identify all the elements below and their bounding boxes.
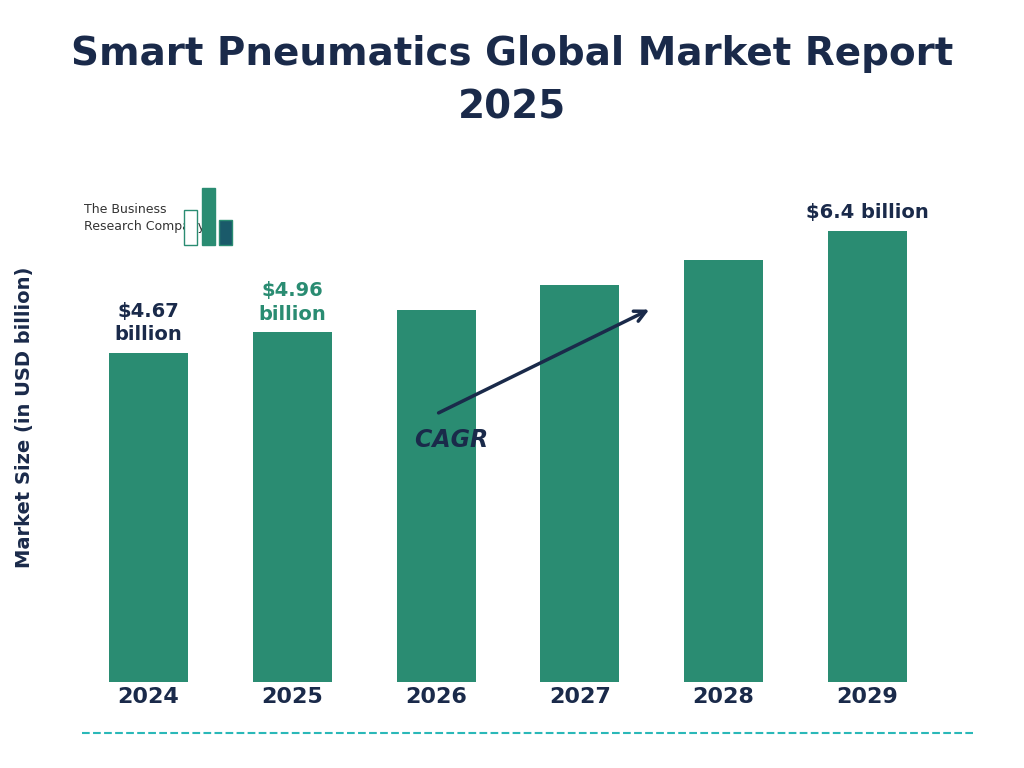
Text: 6.6%: 6.6% <box>544 446 609 470</box>
Text: $6.4 billion: $6.4 billion <box>806 204 929 223</box>
Y-axis label: Market Size (in USD billion): Market Size (in USD billion) <box>15 267 34 568</box>
FancyBboxPatch shape <box>184 210 198 245</box>
Text: CAGR: CAGR <box>415 429 504 452</box>
FancyBboxPatch shape <box>202 188 215 245</box>
FancyBboxPatch shape <box>219 220 231 245</box>
Text: $4.96
billion: $4.96 billion <box>258 281 327 324</box>
Bar <box>827 231 907 682</box>
Text: $4.67
billion: $4.67 billion <box>115 302 182 344</box>
Text: Smart Pneumatics Global Market Report: Smart Pneumatics Global Market Report <box>71 35 953 73</box>
Bar <box>396 310 475 682</box>
Bar <box>109 353 188 682</box>
Bar <box>541 285 620 682</box>
Bar <box>684 260 763 682</box>
Text: 2025: 2025 <box>458 88 566 127</box>
Bar <box>253 333 332 682</box>
Text: The Business
Research Company: The Business Research Company <box>84 203 205 233</box>
